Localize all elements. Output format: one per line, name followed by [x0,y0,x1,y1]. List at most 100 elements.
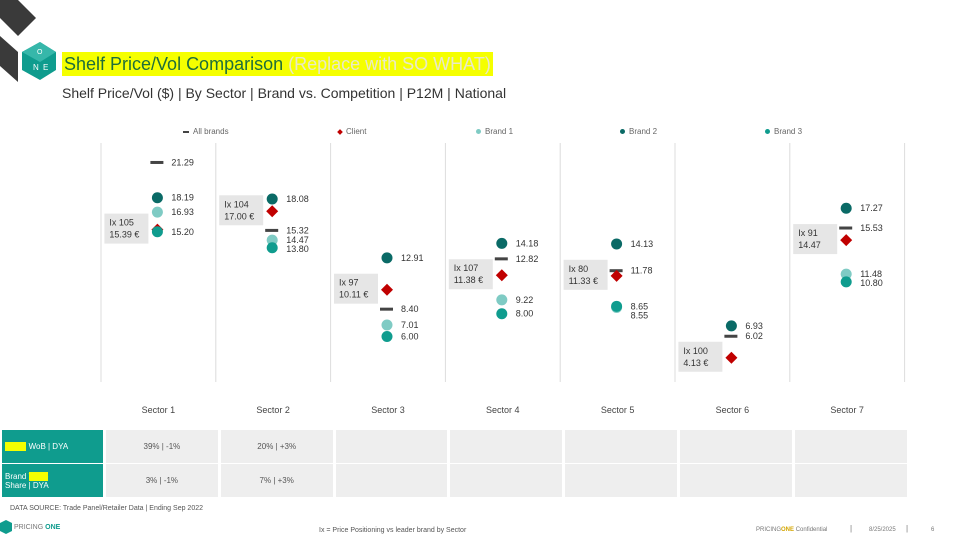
table-cell: 20% | +3% [220,430,333,463]
legend-label: Client [346,127,367,136]
value-label: 6.93 [745,321,763,331]
page-subtitle: Shelf Price/Vol ($) | By Sector | Brand … [62,85,507,101]
brand-2-marker [840,268,852,280]
table-cell [794,430,907,463]
value-label: 18.08 [286,194,309,204]
value-label: 6.02 [745,331,763,341]
svg-text:E: E [43,63,48,72]
legend-brand-2: Brand 2 [620,127,657,136]
client-index-label: Ix 80 [569,264,589,274]
value-label: 11.48 [860,269,882,279]
confidential-label: PRICINGONE Confidential [756,527,828,533]
table-cell [565,464,677,497]
brand-2-marker [496,294,508,306]
client-callout-box [678,341,723,372]
client-price-label: 14.47 [798,240,821,250]
price-chart: Sector 1 Sector 2 Sector 3 Sector 4 Sector 5… [100,143,906,415]
value-label: 8.00 [516,309,534,319]
value-label: 6.00 [401,331,419,341]
table-cell: 7% | +3% [220,464,333,497]
value-label: 15.53 [860,223,883,233]
client-callout-box [793,224,838,255]
client-index-label: Ix 100 [683,346,708,356]
category-label: Sector 4 [486,405,520,415]
footer-date: 8/25/2025 [869,527,896,533]
row-label-text: Share | DYA [5,480,49,490]
footer-logo: PRICING ONE [0,520,60,534]
brand-3-marker [496,237,508,249]
svg-text:O: O [37,49,43,56]
value-label: 7.01 [401,320,419,330]
row-label-value-share: Brand Value Share | DYA [2,464,103,497]
brand-3-marker [266,193,278,205]
client-marker [381,283,393,296]
brand-2-marker [266,234,278,246]
value-label: 8.55 [631,310,649,320]
footer-divider: | [906,524,909,533]
circle-icon [765,129,770,134]
category-label: Sector 2 [256,405,290,415]
client-price-label: 15.39 € [109,230,139,240]
client-index-label: Ix 91 [798,228,818,238]
value-label: 21.29 [171,157,194,167]
client-marker [840,234,853,247]
legend-label: All brands [193,127,229,136]
brand-3-marker [611,238,623,250]
value-label: 16.93 [171,207,194,217]
client-marker [495,269,508,282]
footer-brand-bold: ONE [45,523,61,531]
value-label: 14.13 [631,239,654,249]
value-label: 13.80 [286,244,309,254]
circle-icon [476,129,481,134]
all-brands-marker [724,334,738,338]
category-label: Sector 7 [830,405,864,415]
value-label: 14.47 [286,235,309,245]
footer-brand-text: PRICING [14,523,44,531]
legend-label: Brand 1 [485,127,514,136]
category-label: Sector 6 [716,405,750,415]
value-label: 12.82 [516,254,539,264]
value-label: 11.78 [631,266,653,276]
brand-3-marker [840,202,852,214]
table-cell [450,430,563,463]
table-cell: 39% | -1% [106,430,218,463]
all-brands-marker [380,307,393,311]
category-label: Sector 1 [142,405,176,415]
brand-4-marker [611,300,623,312]
table-cell [565,430,677,463]
brand-3-marker [381,252,393,264]
brand-2-marker [381,319,393,331]
client-index-label: Ix 105 [109,218,134,228]
row-label-wob: Brand WoB | DYA [2,430,103,463]
client-index-label: Ix 107 [454,263,479,273]
row-label-text: Brand [5,471,27,481]
highlight-text: Brand [5,442,27,451]
brand-4-marker [496,308,508,320]
value-label: 14.18 [516,238,539,248]
table-cell [680,464,792,497]
footer-divider: | [850,524,853,533]
client-price-label: 17.00 € [224,211,254,221]
all-brands-marker [494,257,508,261]
page-number: 6 [931,527,935,533]
brand-3-marker [151,192,163,204]
client-price-label: 11.33 € [569,276,598,286]
value-label: 8.40 [401,304,419,314]
table-cell: 3% | -1% [106,464,218,497]
data-source: DATA SOURCE: Trade Panel/Retailer Data |… [10,505,203,512]
client-price-label: 11.38 € [454,275,483,285]
table-cell [794,464,907,497]
client-callout-box [334,273,378,304]
legend-label: Brand 3 [774,127,803,136]
client-callout-box [448,259,493,290]
footnote: Ix = Price Positioning vs leader brand b… [319,527,467,534]
value-label: 15.32 [286,225,309,235]
brand-2-marker [151,206,163,218]
page-title: Shelf Price/Vol Comparison (Replace with… [62,52,493,76]
so-what-placeholder: (Replace with SO WHAT) [288,54,491,74]
client-callout-box [104,213,149,244]
table-cell [680,430,792,463]
brand-4-marker [840,276,852,288]
value-label: 9.22 [516,295,534,305]
brand-4-marker [266,242,278,254]
